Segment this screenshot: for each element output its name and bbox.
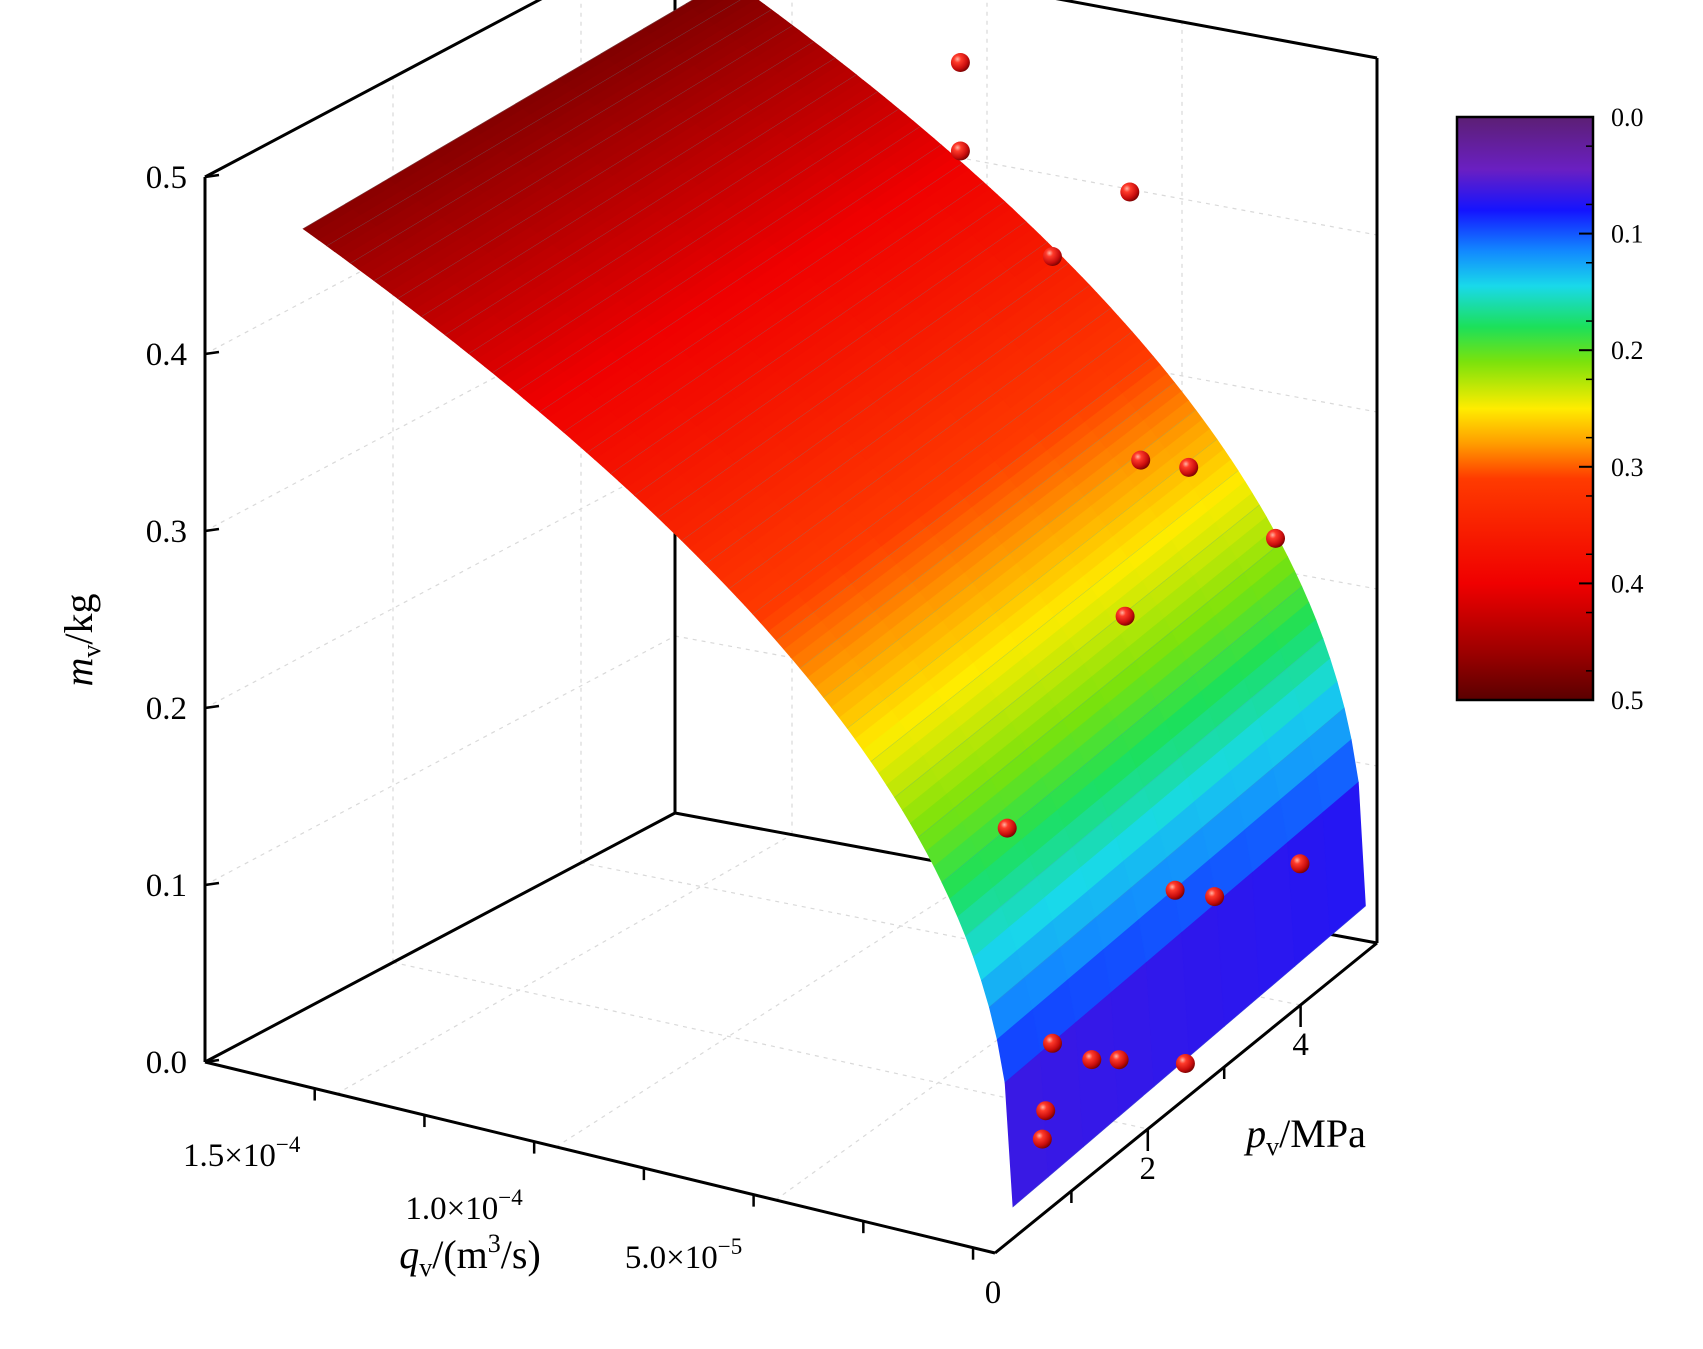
z-tick <box>204 527 220 533</box>
fitted-surface <box>302 0 1366 1208</box>
data-point <box>1266 528 1285 548</box>
grid-line <box>336 834 793 1095</box>
surface-mesh-line <box>728 307 1111 589</box>
surface-patch <box>707 0 757 25</box>
x-axis-title: qv/(m3/s) <box>399 1229 541 1282</box>
data-point <box>950 141 970 161</box>
surface-mesh-line <box>516 126 920 393</box>
surface-mesh-line <box>610 201 1005 474</box>
z-tick <box>204 350 220 356</box>
z-tick-label: 0.2 <box>146 691 187 727</box>
z-tick-label: 0.1 <box>146 868 187 904</box>
surface-mesh-line <box>587 182 984 453</box>
surface-mesh-line <box>776 356 1154 641</box>
data-point <box>1175 1054 1195 1073</box>
grid-line <box>204 458 676 709</box>
data-point <box>1205 887 1225 907</box>
surface-mesh-line <box>752 331 1133 615</box>
surface-mesh-line <box>492 108 899 373</box>
surface-mesh-line <box>421 57 836 317</box>
surface-mesh-line <box>563 163 963 433</box>
surface-mesh-line <box>918 542 1281 838</box>
data-point <box>1290 854 1310 874</box>
y-axis-line <box>994 941 1378 1255</box>
surface-mesh-line <box>847 439 1218 729</box>
surface-mesh-line <box>374 25 793 281</box>
data-point <box>1179 457 1199 477</box>
colorbar-ticks: 0.0 0.1 0.2 0.3 0.4 0.5 <box>1579 103 1644 715</box>
colorbar-tick-label: 0.1 <box>1611 220 1644 249</box>
colorbar-tick-label: 0.5 <box>1611 686 1644 715</box>
colorbar-tick-label: 0.3 <box>1611 453 1644 482</box>
surface-patch <box>1322 781 1366 937</box>
surface-mesh-line <box>965 638 1324 937</box>
surface-mesh-line <box>350 9 772 264</box>
frame-edge <box>204 811 676 1064</box>
grid-line <box>204 635 676 886</box>
surface-mesh-line <box>397 41 814 299</box>
z-tick-label: 0.5 <box>146 160 187 196</box>
grid-line <box>392 961 1148 1130</box>
colorbar-tick-label: 0.2 <box>1611 336 1644 365</box>
surface-mesh-line <box>468 91 878 354</box>
surface-mesh-line <box>657 241 1048 518</box>
data-point <box>1036 1101 1056 1121</box>
colorbar-tick-label: 0.4 <box>1611 569 1644 598</box>
z-tick <box>204 1058 220 1064</box>
x-tick-label: 1.5×10−4 <box>183 1132 301 1174</box>
surface-mesh-line <box>799 382 1175 669</box>
data-point <box>997 818 1017 838</box>
data-point <box>1109 1050 1129 1070</box>
y-tick-label: 0 <box>985 1275 1002 1311</box>
surface-mesh-line <box>989 707 1345 1008</box>
y-tick-label: 4 <box>1292 1027 1309 1063</box>
colorbar-tick-label: 0.0 <box>1611 103 1644 132</box>
surface-patch <box>685 0 710 10</box>
frame-edge <box>1055 0 1378 60</box>
surface-mesh-line <box>303 0 694 229</box>
surface-mesh-line <box>870 470 1239 762</box>
data-points <box>950 53 1310 1149</box>
frame-edge <box>204 0 543 179</box>
surface-patch <box>692 0 726 15</box>
y-axis-title: pv/MPa <box>1243 1111 1366 1161</box>
z-axis-title: mv/kg <box>56 593 106 686</box>
surface-mesh-line <box>326 0 741 247</box>
z-tick <box>204 173 220 179</box>
data-point <box>1043 1033 1062 1053</box>
surface-mesh-line <box>894 504 1260 798</box>
data-point <box>1120 182 1140 202</box>
surface-patch <box>699 0 741 20</box>
data-point <box>1115 606 1135 626</box>
x-tick-label: 1.0×10−4 <box>405 1185 523 1227</box>
data-point <box>1042 247 1062 266</box>
data-point <box>1082 1050 1102 1070</box>
z-tick-label: 0.0 <box>146 1045 187 1081</box>
x-axis-line <box>204 1060 996 1255</box>
tick-labels: 0.0 0.1 0.2 0.3 0.4 0.5 1.5×10−4 1.0×10−4 5.0×10… <box>146 160 1309 1311</box>
colorbar: 0.0 0.1 0.2 0.3 0.4 0.5 <box>1455 103 1644 715</box>
z-tick <box>204 881 220 887</box>
data-point <box>1165 880 1185 900</box>
y-tick-label: 2 <box>1140 1151 1157 1187</box>
surface-mesh-line <box>539 144 942 412</box>
surface-mesh-line <box>634 221 1027 496</box>
data-point <box>1131 450 1151 470</box>
z-tick <box>204 704 220 710</box>
colorbar-ramp <box>1455 115 1595 702</box>
surface-mesh-line <box>705 285 1090 565</box>
grid-line <box>555 870 988 1148</box>
data-point <box>1032 1129 1052 1149</box>
z-tick-label: 0.3 <box>146 514 187 550</box>
data-point <box>950 53 970 72</box>
x-tick-label: 5.0×10−5 <box>625 1234 742 1276</box>
tick-marks <box>204 173 1302 1260</box>
surface-mesh-line <box>681 263 1069 541</box>
surface-mesh-line <box>445 74 857 336</box>
z-tick-label: 0.4 <box>146 337 187 373</box>
